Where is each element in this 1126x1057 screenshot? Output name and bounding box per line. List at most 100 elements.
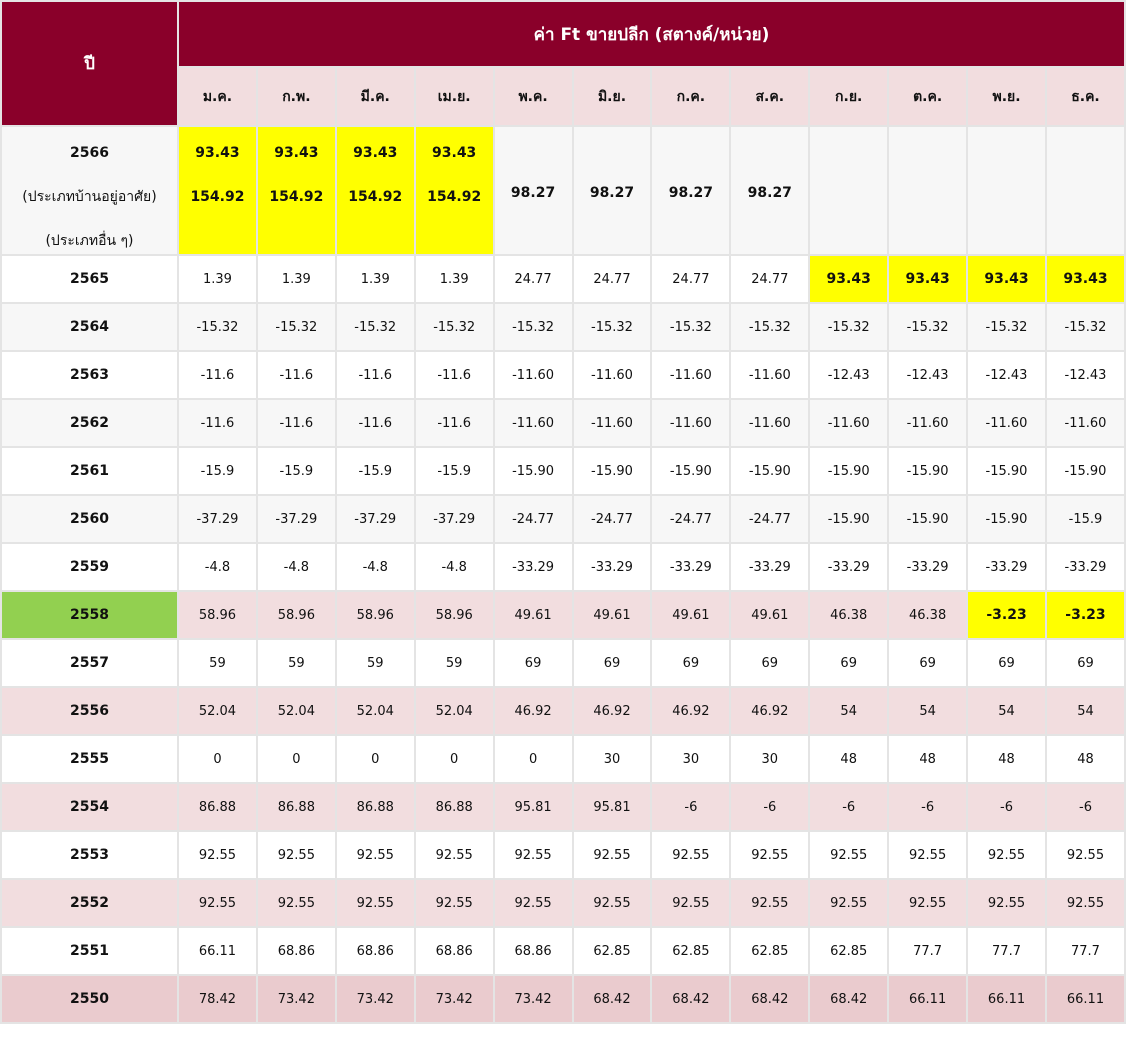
value-other: 154.92 [427,189,482,205]
value-cell: 98.27 [650,125,732,256]
month-header: ก.ย. [808,66,890,127]
value-cell: 69 [650,638,732,688]
month-header: ก.ค. [650,66,732,127]
value-cell: 48 [966,734,1047,784]
value-cell: 92.55 [413,878,495,928]
table-row-2557: 2557 59 59 59 59 69 69 69 69 69 69 69 69 [0,638,1126,688]
value-cell: 92.55 [808,830,890,880]
value-cell: -12.43 [1044,350,1126,400]
value-cell: -11.60 [492,398,574,448]
value-cell: 49.61 [650,590,732,640]
value-cell: 24.77 [571,254,653,304]
value-cell: 69 [1044,638,1126,688]
value-cell: 73.42 [492,974,574,1024]
value-cell: -11.6 [255,350,337,400]
value-cell: 54 [887,686,969,736]
value-cell: -33.29 [1044,542,1126,592]
value-cell: 24.77 [492,254,574,304]
value-cell: 46.38 [887,590,969,640]
month-header: มิ.ย. [571,66,653,127]
value-cell: -15.90 [887,446,969,496]
value-cell: -3.23 [966,590,1047,640]
year-cell: 2550 [0,974,179,1024]
value-cell: -15.32 [255,302,337,352]
value-cell: 66.11 [966,974,1047,1024]
year-cell: 2565 [0,254,179,304]
value-cell: -15.32 [808,302,890,352]
year-cell: 2559 [0,542,179,592]
value-cell: -6 [887,782,969,832]
value-cell: -6 [650,782,732,832]
other-label: (ประเภทอื่น ๆ) [45,233,134,249]
value-cell: 62.85 [650,926,732,976]
value-cell: -11.60 [650,398,732,448]
month-header: มี.ค. [334,66,416,127]
value-cell: -15.32 [1044,302,1126,352]
value-cell: -6 [729,782,811,832]
value-cell: 48 [808,734,890,784]
header-row: ปี ค่า Ft ขายปลีก (สตางค์/หน่วย) [0,0,1126,127]
value-cell: 0 [334,734,416,784]
value-cell: 1.39 [177,254,258,304]
value-cell: 93.43 154.92 [334,125,416,256]
value-cell: 0 [255,734,337,784]
value-cell: -11.60 [1044,398,1126,448]
value-cell: 48 [887,734,969,784]
month-header: ธ.ค. [1044,66,1126,127]
year-cell: 2562 [0,398,179,448]
value-cell: 77.7 [887,926,969,976]
value-cell: 66.11 [177,926,258,976]
value-cell: -33.29 [808,542,890,592]
value-cell: -33.29 [492,542,574,592]
year-column-header: ปี [0,0,179,127]
value-cell: -24.77 [650,494,732,544]
month-header: พ.ค. [492,66,574,127]
value-cell: -6 [808,782,890,832]
value-cell: 95.81 [571,782,653,832]
value-cell: -15.90 [1044,446,1126,496]
value-cell: 86.88 [413,782,495,832]
value-cell: 68.86 [492,926,574,976]
value-cell: 66.11 [887,974,969,1024]
value-cell: 77.7 [1044,926,1126,976]
value-cell: 54 [1044,686,1126,736]
value-cell: 92.55 [571,830,653,880]
value-cell: 69 [729,638,811,688]
value-cell: 0 [177,734,258,784]
value-cell: 92.55 [492,878,574,928]
value-cell: -15.90 [966,446,1047,496]
value-cell: -12.43 [808,350,890,400]
value-cell: 68.86 [255,926,337,976]
value-cell: 1.39 [334,254,416,304]
value-cell: -11.60 [966,398,1047,448]
value-cell: 92.55 [966,878,1047,928]
value-cell: -11.60 [571,398,653,448]
value-text: 98.27 [668,185,714,201]
value-cell: 30 [729,734,811,784]
value-cell: -24.77 [729,494,811,544]
value-cell: -11.6 [334,398,416,448]
value-cell: 69 [966,638,1047,688]
year-cell: 2557 [0,638,179,688]
value-cell: 46.38 [808,590,890,640]
value-cell: -11.60 [729,398,811,448]
year-cell: 2558 [0,590,179,640]
month-header: ส.ค. [729,66,811,127]
value-cell: -15.9 [177,446,258,496]
value-cell: -15.32 [177,302,258,352]
empty-cell [1044,125,1126,256]
value-other: 154.92 [269,189,324,205]
value-cell: -37.29 [413,494,495,544]
table-row-2551: 2551 66.11 68.86 68.86 68.86 68.86 62.85 62.85 6… [0,926,1126,976]
month-header-row: ม.ค. ก.พ. มี.ค. เม.ย. พ.ค. มิ.ย. ก.ค. ส.… [1,66,1126,127]
value-cell: 98.27 [492,125,574,256]
value-cell: -15.9 [334,446,416,496]
table-row-2555: 2555 0 0 0 0 0 30 30 30 48 48 48 48 [0,734,1126,784]
value-cell: 58.96 [334,590,416,640]
value-cell: -15.90 [650,446,732,496]
value-text: 98.27 [589,185,635,201]
value-cell: 93.43 [808,254,890,304]
value-cell: 73.42 [334,974,416,1024]
value-cell: -15.90 [966,494,1047,544]
value-cell: -4.8 [255,542,337,592]
